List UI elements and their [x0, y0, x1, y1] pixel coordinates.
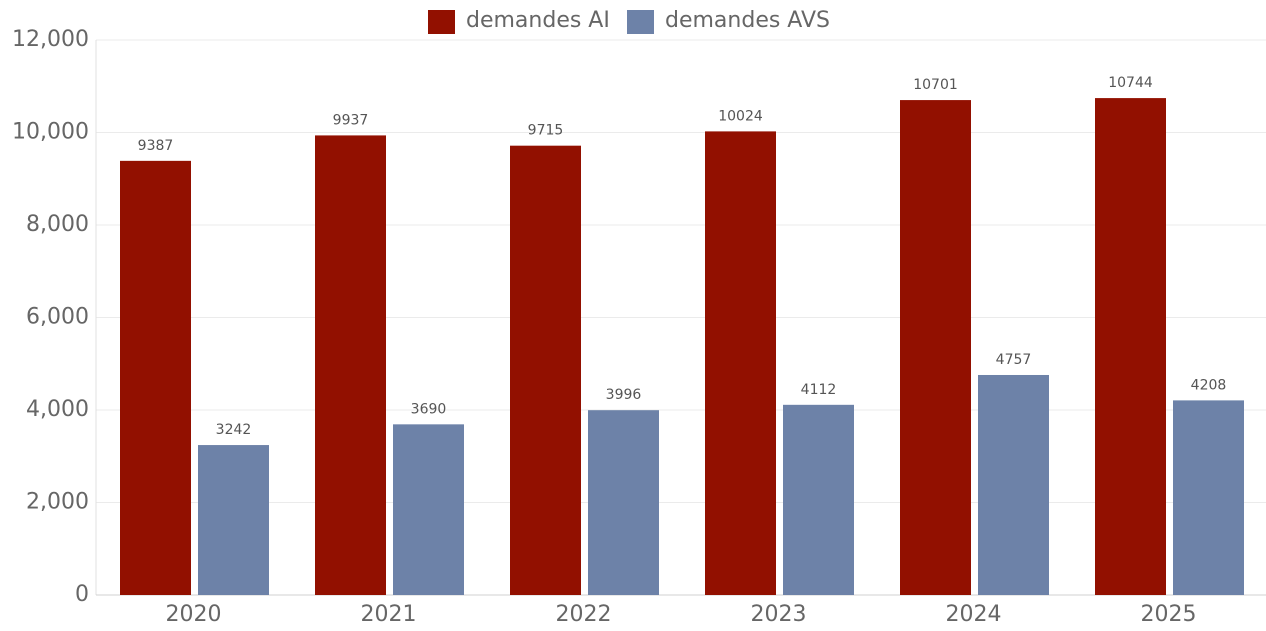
x-tick-label: 2025 [1141, 602, 1197, 627]
x-tick-label: 2021 [361, 602, 417, 627]
bar [1173, 400, 1244, 595]
y-tick-label: 6,000 [26, 305, 89, 330]
bar [978, 374, 1049, 595]
y-tick-label: 2,000 [26, 490, 89, 515]
y-tick-label: 0 [75, 582, 89, 607]
bar [510, 145, 581, 595]
bar [393, 424, 464, 595]
bar [588, 410, 659, 595]
bar [783, 404, 854, 595]
legend-label: demandes AVS [665, 8, 830, 33]
y-tick-label: 10,000 [12, 120, 89, 145]
value-label: 10024 [718, 108, 763, 124]
value-label: 3690 [411, 401, 447, 417]
bar [1095, 98, 1166, 595]
x-tick-label: 2020 [166, 602, 222, 627]
value-label: 3996 [606, 387, 642, 403]
legend-swatch [627, 10, 654, 34]
value-label: 10744 [1108, 75, 1153, 91]
bar [315, 135, 386, 595]
value-label: 10701 [913, 77, 958, 93]
value-label: 4757 [996, 352, 1032, 368]
y-tick-label: 8,000 [26, 212, 89, 237]
y-tick-label: 12,000 [12, 27, 89, 52]
value-label: 9715 [528, 123, 564, 139]
value-label: 4208 [1191, 377, 1227, 393]
x-tick-label: 2023 [751, 602, 807, 627]
bar [900, 100, 971, 596]
x-tick-label: 2022 [556, 602, 612, 627]
value-label: 3242 [216, 422, 252, 438]
bar [705, 131, 776, 595]
legend-label: demandes AI [466, 8, 610, 33]
y-tick-label: 4,000 [26, 397, 89, 422]
bar [120, 160, 191, 595]
x-tick-label: 2024 [946, 602, 1002, 627]
value-label: 4112 [801, 382, 837, 398]
value-label: 9937 [333, 112, 369, 128]
legend-swatch [428, 10, 455, 34]
value-label: 9387 [138, 138, 174, 154]
bar [198, 445, 269, 595]
